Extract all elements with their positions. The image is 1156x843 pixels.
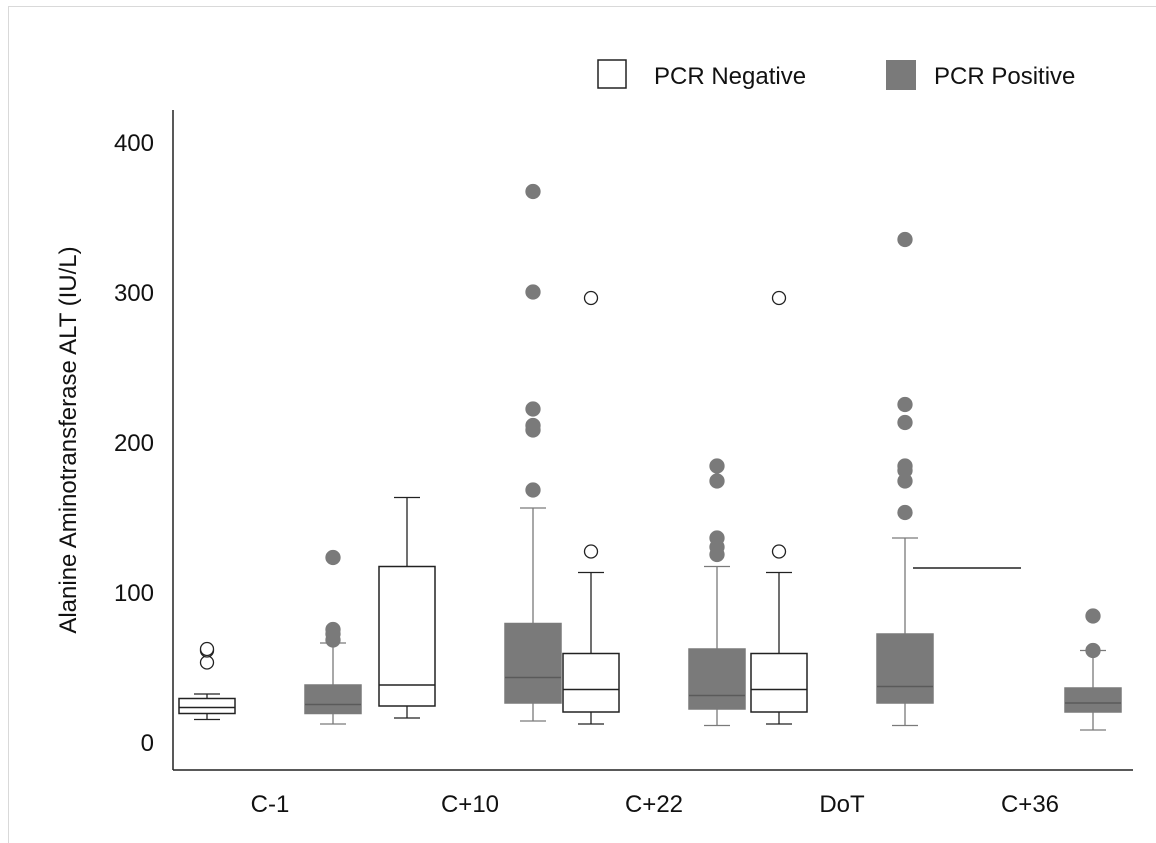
y-axis-title: Alanine Aminotransferase ALT (IU/L) <box>55 246 82 633</box>
outlier-point <box>771 290 787 306</box>
outlier-point <box>709 473 725 489</box>
outlier-point <box>771 544 787 559</box>
box-positive <box>504 183 562 722</box>
legend-swatch-negative <box>597 59 627 89</box>
iqr-box <box>688 648 746 710</box>
box-groups <box>178 183 1122 731</box>
iqr-box <box>750 652 808 713</box>
x-tick-label: C+36 <box>1001 791 1059 818</box>
outlier-point <box>325 549 341 566</box>
outlier-point <box>583 290 599 306</box>
iqr-box <box>504 622 562 704</box>
box-negative <box>378 496 436 719</box>
box-negative <box>750 290 808 725</box>
box-positive <box>304 549 362 725</box>
outlier-point <box>897 231 913 248</box>
outlier-point <box>199 641 215 657</box>
y-tick-label: 0 <box>141 730 154 757</box>
chart-frame <box>8 6 1156 843</box>
outlier-point <box>897 396 913 413</box>
x-tick-labels: C-1 C+10 C+22 DoT C+36 <box>251 791 1059 818</box>
outlier-point <box>1085 608 1101 624</box>
outlier-point <box>897 414 913 431</box>
legend: PCR Negative PCR Positive <box>597 59 1075 90</box>
y-tick-label: 100 <box>114 580 154 607</box>
outlier-point <box>897 458 913 474</box>
box-positive <box>1064 608 1122 731</box>
legend-swatch-positive <box>886 60 916 90</box>
y-tick-labels: 0 100 200 300 400 <box>114 130 154 757</box>
outlier-point <box>525 284 541 300</box>
iqr-box <box>304 684 362 715</box>
iqr-box <box>178 697 236 715</box>
outlier-point <box>525 401 541 417</box>
outlier-point <box>709 530 725 546</box>
y-tick-label: 200 <box>114 430 154 457</box>
iqr-box <box>1064 687 1122 713</box>
outlier-point <box>525 183 541 200</box>
outlier-point <box>525 482 541 498</box>
outlier-point <box>897 504 913 521</box>
outlier-point <box>583 544 599 559</box>
outlier-point <box>525 417 541 434</box>
x-tick-label: C+22 <box>625 791 683 818</box>
outlier-point <box>709 458 725 474</box>
outlier-point <box>325 621 341 638</box>
iqr-box <box>562 652 620 713</box>
box-negative <box>178 641 236 721</box>
y-tick-label: 300 <box>114 280 154 307</box>
iqr-box <box>378 565 436 707</box>
legend-label-positive: PCR Positive <box>934 63 1075 90</box>
x-tick-label: C+10 <box>441 791 499 818</box>
box-positive <box>876 231 934 727</box>
outlier-point <box>199 655 215 670</box>
box-positive <box>688 458 746 727</box>
box-negative <box>562 290 620 725</box>
x-tick-label: C-1 <box>251 791 290 818</box>
iqr-box <box>876 633 934 704</box>
x-tick-label: DoT <box>819 791 865 818</box>
outlier-point <box>1085 642 1101 659</box>
legend-label-negative: PCR Negative <box>654 63 806 90</box>
y-tick-label: 400 <box>114 130 154 157</box>
